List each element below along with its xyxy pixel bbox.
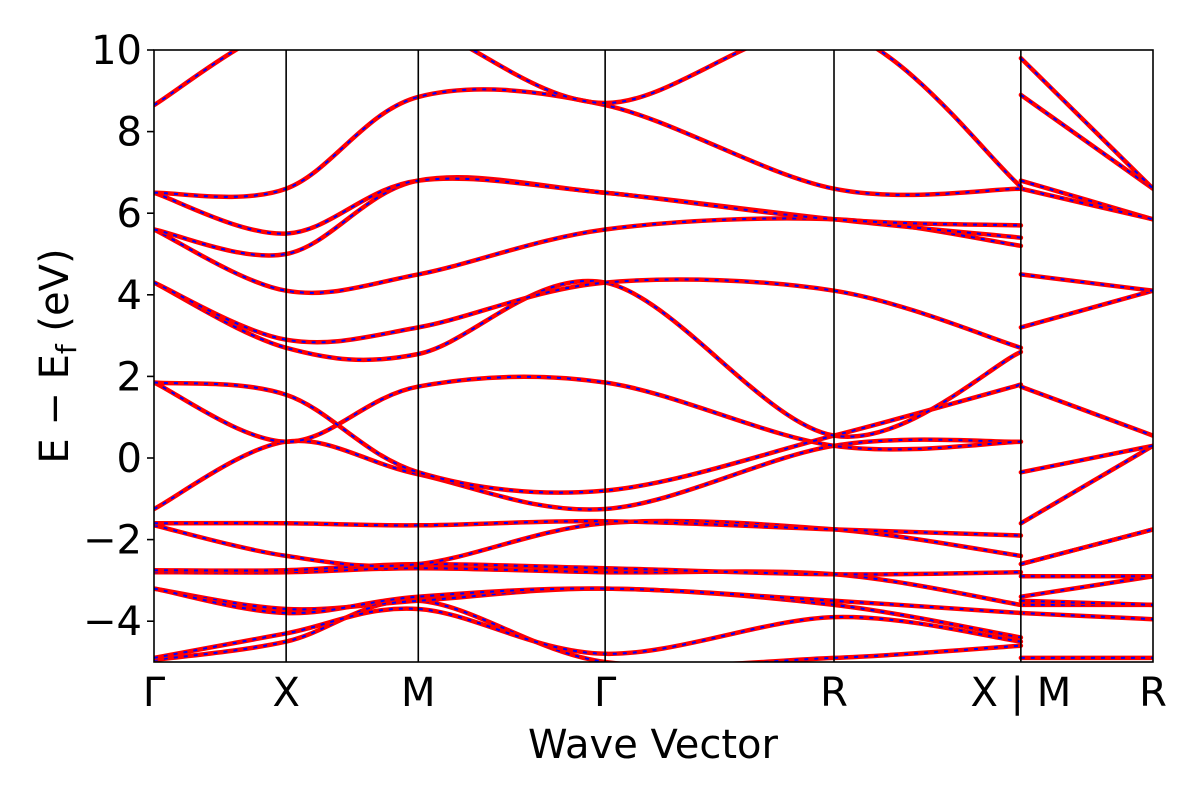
x-tick-label: Γ <box>143 670 166 716</box>
band-line-model <box>1020 57 1153 190</box>
x-tick-label: M <box>401 670 436 716</box>
y-tick-label: 0 <box>117 436 142 482</box>
y-tick-label: −4 <box>83 599 142 645</box>
x-tick-label: Γ <box>594 670 617 716</box>
x-axis-title: Wave Vector <box>528 722 779 768</box>
y-axis-title-unit: (eV) <box>32 248 78 344</box>
x-axis: Γ X M Γ R X | M R <box>143 670 1167 716</box>
band-line-model <box>1020 444 1153 474</box>
band-line-model <box>1020 599 1153 606</box>
band-line-model <box>1020 612 1153 621</box>
band-line-model <box>154 375 1021 451</box>
band-line-model <box>154 50 1022 188</box>
band-line-model <box>1020 289 1153 329</box>
y-axis: −4 −2 0 2 4 6 8 10 <box>83 28 154 645</box>
band-line-model <box>154 607 1022 659</box>
band-line-dft <box>154 278 1024 439</box>
band-line-model <box>154 438 1021 511</box>
x-tick-label: R <box>820 670 848 716</box>
y-tick-label: 2 <box>117 354 142 400</box>
band-line-model <box>1020 444 1153 525</box>
y-axis-title-subscript: f <box>50 343 83 354</box>
y-tick-label: 8 <box>117 110 142 156</box>
y-axis-title: E − Ef (eV) <box>32 248 83 463</box>
band-line-model <box>1020 385 1153 437</box>
y-tick-label: 4 <box>117 273 142 319</box>
band-line-model <box>154 520 1022 568</box>
band-line-model <box>1020 94 1153 190</box>
band-line-model <box>1020 187 1153 221</box>
y-tick-label: −2 <box>83 518 142 564</box>
band-line-model <box>154 278 1022 349</box>
x-tick-label: R <box>1139 670 1167 716</box>
y-tick-label: 10 <box>91 28 142 74</box>
high-symmetry-lines <box>285 50 1022 662</box>
y-axis-title-main: E − E <box>32 354 78 464</box>
band-line-model <box>1020 179 1153 221</box>
band-line-model <box>1020 528 1153 566</box>
x-tick-label: X <box>272 670 299 716</box>
x-tick-label: X | M <box>970 670 1071 716</box>
band-line-model <box>1020 273 1153 292</box>
plot-frame <box>153 49 1154 663</box>
y-tick-label: 6 <box>117 191 142 237</box>
